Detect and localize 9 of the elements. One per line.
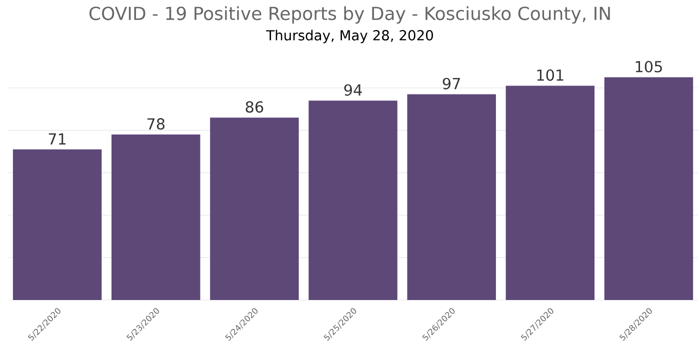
data-label: 78: [147, 118, 164, 130]
data-label: 71: [48, 133, 66, 145]
data-label: 101: [537, 69, 564, 81]
data-label: 105: [636, 60, 662, 72]
data-label: 94: [344, 84, 362, 96]
data-label: 86: [246, 101, 264, 113]
data-label: 97: [442, 78, 460, 90]
chart-subtitle: Thursday, May 28, 2020: [266, 30, 433, 44]
chart-title: COVID - 19 Positive Reports by Day - Kosciusko County, IN: [89, 6, 610, 24]
